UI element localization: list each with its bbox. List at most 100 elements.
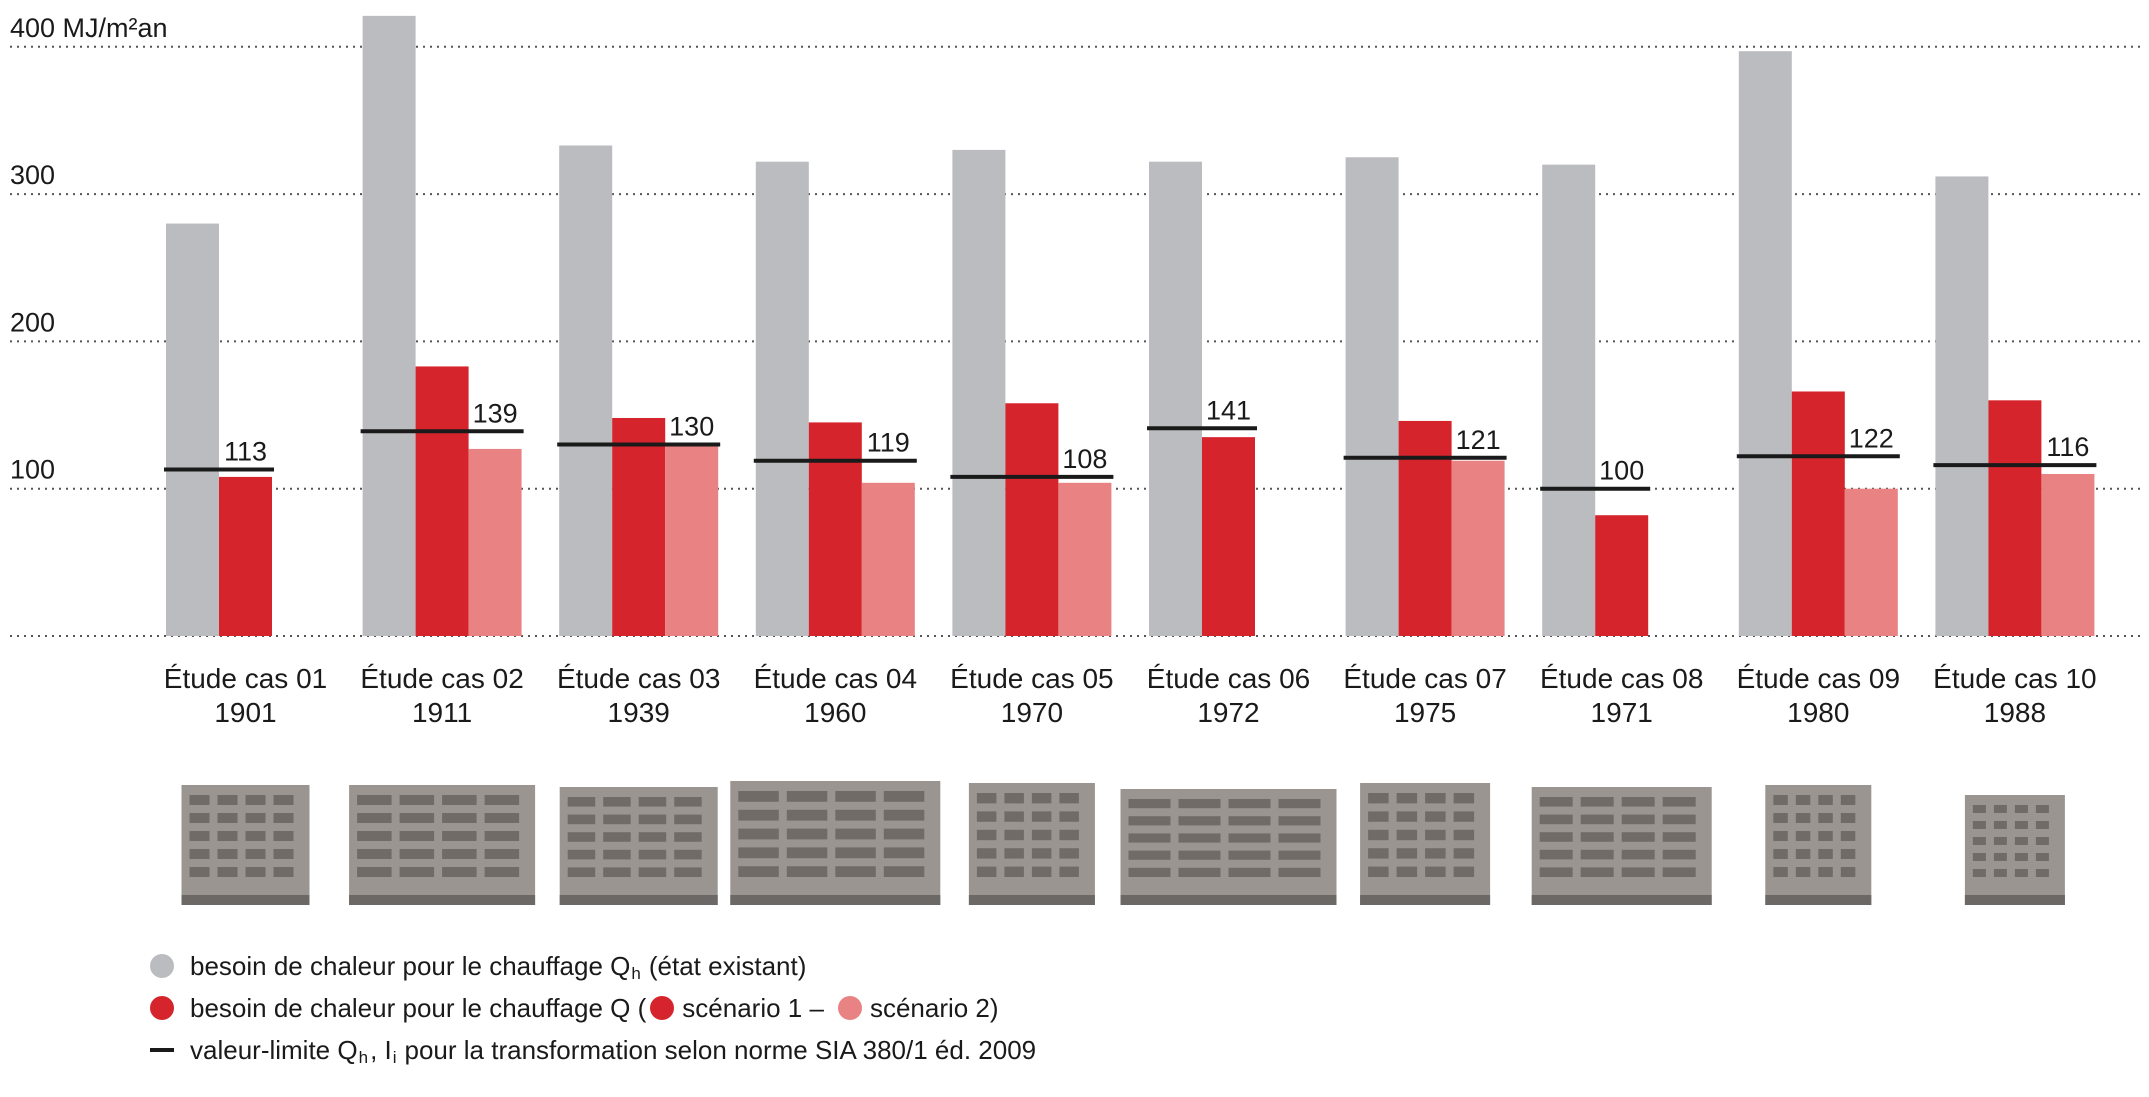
photo-window bbox=[1278, 816, 1321, 826]
photo-window bbox=[1128, 850, 1171, 860]
photo-window bbox=[786, 866, 828, 877]
building-photo-10 bbox=[1964, 795, 2065, 905]
photo-window bbox=[399, 795, 435, 805]
photo-window bbox=[1368, 793, 1389, 804]
photo-window bbox=[835, 866, 876, 877]
legend-scenario1-dot-icon bbox=[650, 996, 675, 1020]
photo-window bbox=[1621, 814, 1655, 825]
building-photo-5 bbox=[968, 783, 1095, 905]
photo-window bbox=[1840, 795, 1856, 805]
photo-window bbox=[1425, 866, 1446, 877]
photo-window bbox=[567, 849, 596, 860]
photo-window bbox=[1840, 813, 1856, 823]
photo-window bbox=[1228, 816, 1271, 826]
limit-label-1: 113 bbox=[224, 437, 267, 467]
legend-limit-sub-1: h bbox=[358, 1048, 369, 1067]
photo-ground bbox=[1531, 895, 1712, 905]
photo-window bbox=[1031, 793, 1052, 804]
photo-window bbox=[1031, 811, 1052, 822]
photo-window bbox=[1425, 811, 1446, 822]
photo-window bbox=[1059, 793, 1079, 804]
photo-window bbox=[883, 847, 925, 859]
photo-ground bbox=[559, 895, 718, 905]
photo-window bbox=[1453, 866, 1475, 877]
photo-window bbox=[603, 849, 631, 860]
photo-window bbox=[1773, 849, 1788, 859]
photo-window bbox=[835, 828, 876, 840]
photo-window bbox=[786, 828, 828, 840]
photo-window bbox=[1972, 837, 1986, 845]
photo-window bbox=[1972, 805, 1986, 813]
photo-window bbox=[1425, 793, 1446, 804]
photo-window bbox=[1580, 814, 1614, 825]
photo-window bbox=[1425, 829, 1446, 841]
photo-window bbox=[674, 849, 702, 860]
photo-window bbox=[1662, 867, 1696, 877]
limit-label-6: 141 bbox=[1206, 395, 1251, 425]
photo-window bbox=[1128, 833, 1171, 843]
photo-window bbox=[1178, 850, 1221, 860]
photo-window bbox=[484, 849, 520, 859]
category-year-10: 1988 bbox=[1984, 697, 2046, 728]
bar-existing-10 bbox=[1935, 176, 1989, 636]
category-year-7: 1975 bbox=[1394, 697, 1456, 728]
photo-window bbox=[976, 848, 997, 859]
bar-existing-1 bbox=[166, 223, 219, 636]
photo-window bbox=[399, 831, 435, 841]
photo-window bbox=[738, 847, 779, 859]
photo-window bbox=[1128, 799, 1171, 809]
photo-window bbox=[883, 791, 925, 802]
photo-window bbox=[1368, 829, 1389, 841]
category-label-7: Étude cas 07 bbox=[1343, 663, 1506, 694]
bar-scenario2-4 bbox=[861, 482, 915, 636]
building-photo-2 bbox=[349, 785, 536, 905]
photo-window bbox=[1662, 797, 1696, 807]
category-label-6: Étude cas 06 bbox=[1147, 663, 1310, 694]
photo-window bbox=[1818, 795, 1833, 805]
photo-window bbox=[2014, 805, 2028, 813]
photo-window bbox=[245, 813, 266, 823]
photo-window bbox=[2035, 869, 2049, 877]
photo-ground bbox=[1765, 895, 1872, 905]
photo-window bbox=[1368, 866, 1389, 877]
bar-existing-6 bbox=[1149, 161, 1202, 636]
photo-window bbox=[1031, 848, 1052, 859]
photo-window bbox=[442, 813, 477, 823]
photo-window bbox=[245, 849, 266, 859]
photo-window bbox=[357, 813, 392, 823]
legend-red-dot-icon bbox=[150, 996, 174, 1020]
photo-window bbox=[1278, 833, 1321, 843]
building-photo-7 bbox=[1360, 783, 1491, 905]
photo-window bbox=[442, 867, 477, 877]
limit-label-8: 100 bbox=[1599, 456, 1644, 486]
building-photo-6 bbox=[1120, 789, 1337, 905]
photo-window bbox=[1993, 853, 2007, 861]
y-tick-label-200: 200 bbox=[10, 307, 55, 337]
photo-window bbox=[1228, 867, 1271, 877]
bar-scenario1-7 bbox=[1398, 420, 1452, 636]
photo-window bbox=[674, 832, 702, 842]
photo-window bbox=[1396, 829, 1418, 841]
photo-window bbox=[1128, 867, 1171, 877]
photo-window bbox=[1396, 866, 1418, 877]
photo-window bbox=[567, 797, 596, 807]
photo-window bbox=[1993, 869, 2007, 877]
photo-backdrop bbox=[559, 787, 718, 905]
photo-window bbox=[835, 809, 876, 821]
photo-window bbox=[638, 832, 667, 842]
photo-backdrop bbox=[1120, 789, 1337, 905]
legend-limit-text-1: valeur-limite Q bbox=[190, 1035, 358, 1065]
legend-limit-text-3: pour la transformation selon norme SIA 3… bbox=[404, 1035, 1037, 1065]
photo-window bbox=[1818, 867, 1833, 877]
photo-window bbox=[399, 849, 435, 859]
limit-label-10: 116 bbox=[2046, 432, 2089, 462]
photo-window bbox=[1840, 831, 1856, 841]
photo-window bbox=[674, 867, 702, 877]
photo-window bbox=[189, 831, 210, 841]
photo-window bbox=[189, 813, 210, 823]
photo-window bbox=[1425, 848, 1446, 859]
photo-window bbox=[217, 795, 238, 805]
photo-window bbox=[567, 814, 596, 825]
photo-window bbox=[1621, 849, 1655, 860]
photo-window bbox=[1972, 821, 1986, 829]
